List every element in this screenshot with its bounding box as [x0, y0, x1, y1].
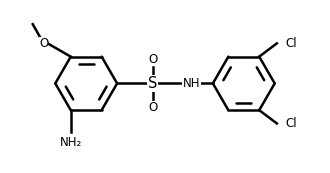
Text: NH: NH: [182, 77, 200, 90]
Text: Cl: Cl: [285, 117, 297, 130]
Text: O: O: [39, 37, 48, 50]
Text: O: O: [148, 53, 157, 66]
Text: Cl: Cl: [285, 37, 297, 50]
Text: S: S: [148, 76, 157, 91]
Text: O: O: [148, 101, 157, 114]
Text: NH₂: NH₂: [60, 136, 82, 149]
